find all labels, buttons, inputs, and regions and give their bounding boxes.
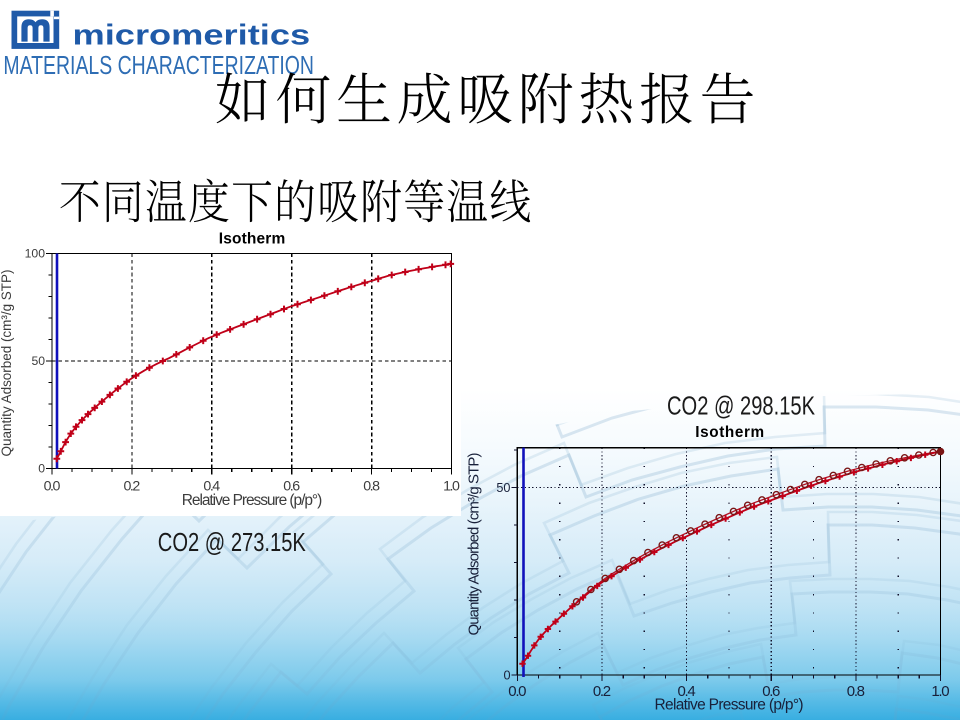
svg-text:1.0: 1.0 — [931, 683, 949, 700]
svg-text:0.8: 0.8 — [363, 478, 380, 494]
svg-text:Quantity Adsorbed (cm³/g STP): Quantity Adsorbed (cm³/g STP) — [0, 270, 14, 457]
svg-text:50: 50 — [31, 354, 45, 368]
svg-text:0.0: 0.0 — [44, 478, 61, 494]
svg-text:Relative Pressure (p/p°): Relative Pressure (p/p°) — [182, 492, 323, 509]
svg-text:Quantity Adsorbed (cm³/g STP): Quantity Adsorbed (cm³/g STP) — [466, 453, 483, 636]
svg-text:0.2: 0.2 — [124, 478, 141, 494]
svg-text:Isotherm: Isotherm — [695, 424, 764, 441]
svg-text:0: 0 — [38, 462, 45, 476]
svg-text:0.0: 0.0 — [508, 683, 526, 700]
svg-text:micromeritics: micromeritics — [73, 18, 311, 51]
svg-text:0: 0 — [503, 669, 510, 683]
svg-text:0.4: 0.4 — [203, 478, 220, 494]
svg-text:50: 50 — [496, 481, 510, 495]
svg-text:1.0: 1.0 — [443, 478, 460, 494]
svg-text:Relative Pressure (p/p°): Relative Pressure (p/p°) — [655, 697, 804, 714]
svg-text:CO2 @ 273.15K: CO2 @ 273.15K — [158, 528, 307, 557]
svg-text:0.4: 0.4 — [678, 683, 696, 700]
svg-text:0.2: 0.2 — [593, 683, 611, 700]
svg-text:CO2 @ 298.15K: CO2 @ 298.15K — [667, 391, 816, 420]
svg-text:0.6: 0.6 — [762, 683, 780, 700]
svg-text:0.8: 0.8 — [847, 683, 865, 700]
svg-text:0.6: 0.6 — [283, 478, 300, 494]
svg-text:MATERIALS CHARACTERIZATION: MATERIALS CHARACTERIZATION — [3, 50, 314, 80]
svg-text:Isotherm: Isotherm — [219, 231, 286, 248]
svg-text:100: 100 — [25, 247, 46, 261]
